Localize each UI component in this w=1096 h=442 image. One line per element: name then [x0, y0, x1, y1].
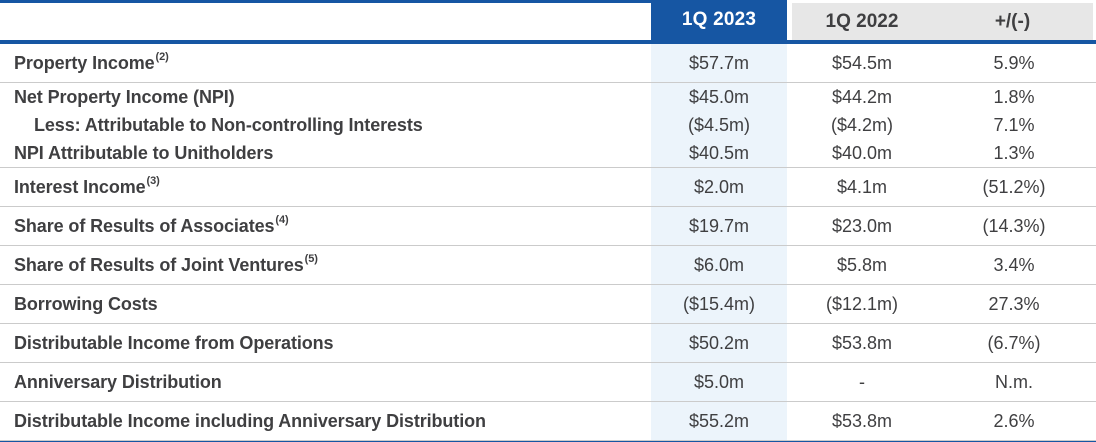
header-divider-bar	[0, 40, 1096, 44]
value-1q2022: $40.0m	[831, 142, 893, 163]
header-label-spacer	[0, 0, 651, 40]
column-header-change: +/(-)	[994, 10, 1031, 32]
table-header-row: 1Q 2023 1Q 2022 +/(-)	[0, 0, 1096, 40]
row-label: Anniversary Distribution	[14, 371, 222, 392]
value-1q2022: $54.5m	[831, 52, 893, 73]
footnote-marker: (4)	[275, 214, 289, 226]
value-change: 1.3%	[993, 142, 1035, 163]
value-1q2023: ($4.5m)	[651, 111, 787, 139]
table-row-anniversary-distribution: Anniversary Distribution $5.0m - N.m.	[0, 363, 1096, 402]
value-1q2023: $45.0m	[651, 83, 787, 111]
row-label: Borrowing Costs	[14, 293, 158, 314]
row-label-text: Property Income	[14, 52, 155, 73]
value-change: 2.6%	[993, 410, 1035, 431]
value-1q2023: $19.7m	[651, 207, 787, 245]
value-1q2023: $40.5m	[651, 139, 787, 167]
value-change: 7.1%	[993, 114, 1035, 135]
row-label: NPI Attributable to Unitholders	[14, 142, 274, 163]
row-label: Share of Results of Joint Ventures (5)	[0, 246, 651, 284]
value-1q2023: $5.0m	[651, 363, 787, 401]
value-1q2023: $50.2m	[651, 324, 787, 362]
footnote-marker: (2)	[155, 51, 169, 63]
row-label: Share of Results of Associates (4)	[0, 207, 651, 245]
value-1q2023: $6.0m	[651, 246, 787, 284]
value-1q2022: ($12.1m)	[825, 293, 899, 314]
row-label: Distributable Income from Operations	[14, 332, 334, 353]
value-1q2022: $4.1m	[836, 176, 888, 197]
header-column-gap	[787, 0, 792, 40]
column-header-1q2022: 1Q 2022	[825, 10, 899, 32]
footnote-marker: (5)	[304, 253, 318, 265]
table-row-associates: Share of Results of Associates (4) $19.7m…	[0, 207, 1096, 246]
value-1q2022: $5.8m	[836, 254, 888, 275]
row-label: Property Income (2)	[0, 44, 651, 82]
row-label: Net Property Income (NPI)	[14, 86, 235, 107]
table-row-joint-ventures: Share of Results of Joint Ventures (5) $6…	[0, 246, 1096, 285]
table-row-property-income: Property Income (2) $57.7m $54.5m 5.9%	[0, 44, 1096, 83]
table-row-distributable-income-incl-anniversary: Distributable Income including Anniversa…	[0, 402, 1096, 441]
value-change: N.m.	[995, 371, 1033, 392]
table-row-npi-group: Net Property Income (NPI) $45.0m $44.2m …	[0, 83, 1096, 168]
value-change: 5.9%	[993, 52, 1035, 73]
value-1q2022: $23.0m	[831, 215, 893, 236]
row-label-text: Share of Results of Joint Ventures	[14, 254, 304, 275]
row-label-text: Interest Income	[14, 176, 146, 197]
value-change: (51.2%)	[982, 176, 1046, 197]
value-change: (6.7%)	[987, 332, 1041, 353]
value-change: 27.3%	[988, 293, 1040, 314]
value-1q2022: $53.8m	[831, 332, 893, 353]
column-header-1q2023: 1Q 2023	[651, 0, 787, 40]
footnote-marker: (3)	[146, 175, 160, 187]
value-1q2023: $2.0m	[651, 168, 787, 206]
row-label: Distributable Income including Anniversa…	[14, 410, 486, 431]
row-label-text: Share of Results of Associates	[14, 215, 275, 236]
value-1q2022: -	[859, 371, 865, 392]
value-1q2022: ($4.2m)	[830, 114, 893, 135]
value-1q2023: $55.2m	[651, 402, 787, 440]
table-row-borrowing-costs: Borrowing Costs ($15.4m) ($12.1m) 27.3%	[0, 285, 1096, 324]
row-label: Less: Attributable to Non-controlling In…	[34, 114, 423, 135]
npi-unitholders-line: NPI Attributable to Unitholders $40.5m $…	[0, 139, 1096, 167]
table-row-interest-income: Interest Income (3) $2.0m $4.1m (51.2%)	[0, 168, 1096, 207]
npi-line: Net Property Income (NPI) $45.0m $44.2m …	[0, 83, 1096, 111]
value-1q2022: $53.8m	[831, 410, 893, 431]
value-change: 1.8%	[993, 86, 1035, 107]
value-1q2023: ($15.4m)	[651, 285, 787, 323]
value-change: 3.4%	[993, 254, 1035, 275]
value-change: (14.3%)	[982, 215, 1046, 236]
table-row-distributable-income-operations: Distributable Income from Operations $50…	[0, 324, 1096, 363]
value-1q2022: $44.2m	[831, 86, 893, 107]
header-gray-band: 1Q 2022 +/(-)	[792, 3, 1093, 40]
row-label: Interest Income (3)	[0, 168, 651, 206]
value-1q2023: $57.7m	[651, 44, 787, 82]
npi-less-nci-line: Less: Attributable to Non-controlling In…	[0, 111, 1096, 139]
